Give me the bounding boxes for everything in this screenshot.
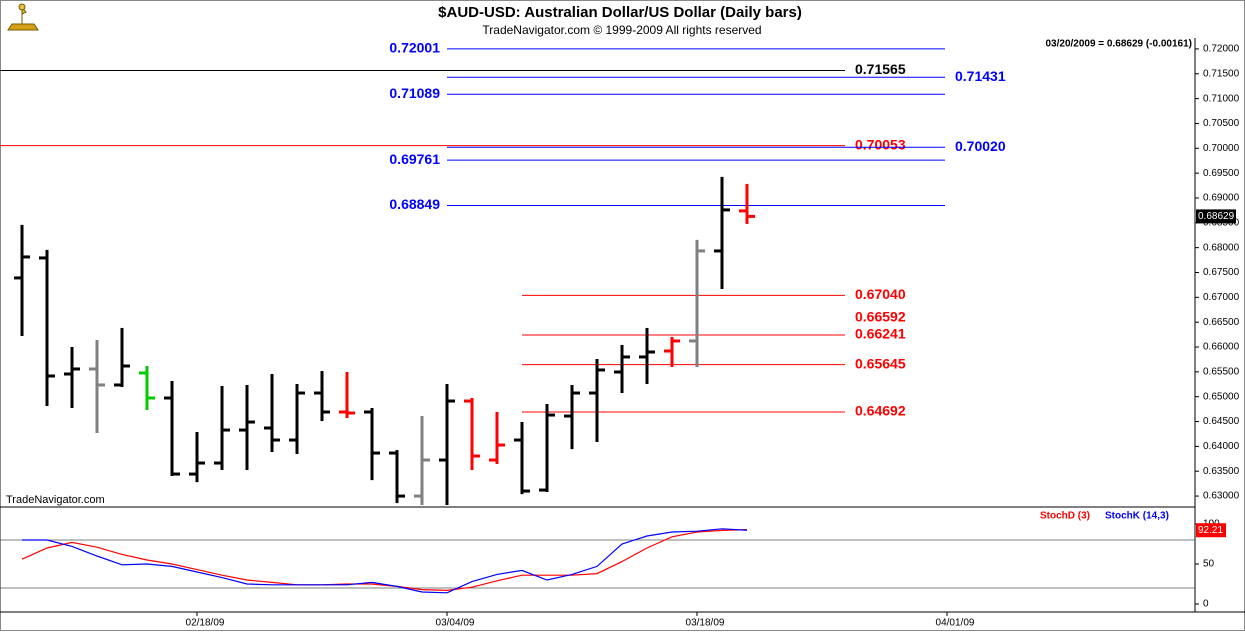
last-value-box bbox=[1196, 523, 1226, 538]
x-tick-label: 02/18/09 bbox=[186, 618, 225, 629]
y-tick-label: 0.64000 bbox=[1203, 441, 1240, 452]
x-tick-label: 04/01/09 bbox=[936, 618, 975, 629]
legend-entry: StochD (3) bbox=[1040, 511, 1090, 522]
y-tick-label: 50 bbox=[1203, 559, 1215, 570]
level-label: 0.70053 bbox=[855, 136, 906, 152]
y-tick-label: 0.67500 bbox=[1203, 267, 1240, 278]
y-tick-label: 0.69000 bbox=[1203, 193, 1240, 204]
x-tick-label: 03/04/09 bbox=[436, 618, 475, 629]
logo bbox=[7, 3, 39, 31]
last-price-label: 0.68629 bbox=[1198, 211, 1235, 222]
stoch-line bbox=[21, 529, 748, 592]
level-label: 0.72001 bbox=[389, 40, 440, 56]
y-tick-label: 0.65500 bbox=[1203, 367, 1240, 378]
chart-subtitle: TradeNavigator.com © 1999-2009 All right… bbox=[482, 23, 761, 37]
level-label: 0.66592 bbox=[855, 308, 906, 324]
y-tick-label: 0.71500 bbox=[1203, 68, 1240, 79]
y-tick-label: 0.64500 bbox=[1203, 416, 1240, 427]
y-tick-label: 0.70000 bbox=[1203, 143, 1240, 154]
level-label: 0.67040 bbox=[855, 286, 906, 302]
level-label: 0.69761 bbox=[389, 151, 440, 167]
y-tick-label: 0.70500 bbox=[1203, 118, 1240, 129]
y-tick-label: 0.69500 bbox=[1203, 168, 1240, 179]
level-label: 0.66241 bbox=[855, 326, 906, 342]
y-tick-label: 0.67000 bbox=[1203, 292, 1240, 303]
chart-title: $AUD-USD: Australian Dollar/US Dollar (D… bbox=[438, 4, 802, 21]
y-tick-label: 0.63500 bbox=[1203, 466, 1240, 477]
level-label: 0.71089 bbox=[389, 85, 440, 101]
info-annotation: 03/20/2009 = 0.68629 (-0.00161) bbox=[1045, 39, 1192, 50]
y-tick-label: 0.66000 bbox=[1203, 342, 1240, 353]
last-value-label: 92.21 bbox=[1198, 525, 1223, 536]
level-label: 0.70020 bbox=[955, 138, 1006, 154]
stoch-line bbox=[22, 528, 748, 594]
y-tick-label: 0.72000 bbox=[1203, 44, 1240, 55]
level-label: 0.71431 bbox=[955, 68, 1006, 84]
level-label: 0.68849 bbox=[389, 196, 440, 212]
level-label: 0.71565 bbox=[855, 61, 906, 77]
y-tick-label: 0.63000 bbox=[1203, 491, 1240, 502]
last-price-box bbox=[1196, 209, 1236, 224]
x-tick-label: 03/18/09 bbox=[686, 618, 725, 629]
level-label: 0.65645 bbox=[855, 355, 906, 371]
y-tick-label: 0.65000 bbox=[1203, 391, 1240, 402]
y-tick-label: 0.68000 bbox=[1203, 242, 1240, 253]
y-tick-label: 0.71000 bbox=[1203, 93, 1240, 104]
y-tick-label: 0.66500 bbox=[1203, 317, 1240, 328]
y-tick-label: 0 bbox=[1203, 599, 1209, 610]
watermark: TradeNavigator.com bbox=[6, 494, 105, 506]
level-label: 0.64692 bbox=[855, 403, 906, 419]
legend-entry: StochK (14,3) bbox=[1105, 511, 1169, 522]
